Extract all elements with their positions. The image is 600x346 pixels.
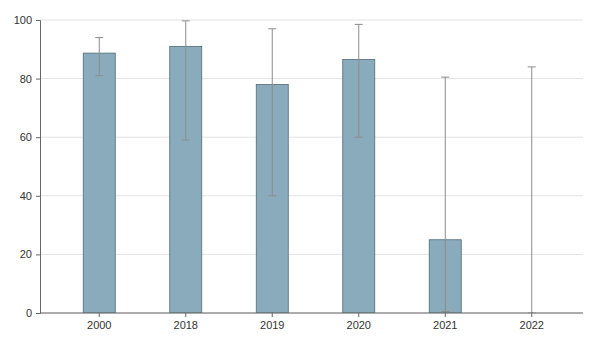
y-tick-label: 0 <box>26 307 32 319</box>
grid-line <box>40 20 583 21</box>
bar <box>83 53 115 313</box>
error-cap <box>355 137 363 138</box>
error-bar <box>268 29 276 196</box>
x-axis: 2000 2018 2019 2020 2021 2022 <box>40 313 583 331</box>
y-tick-mark <box>36 20 40 21</box>
error-line <box>445 77 446 311</box>
error-line <box>531 67 532 313</box>
x-tick-mark <box>272 313 273 317</box>
error-cap <box>95 75 103 76</box>
x-tick-mark <box>99 313 100 317</box>
y-tick-label: 60 <box>20 131 32 143</box>
error-cap <box>441 311 449 312</box>
y-tick: 0 <box>26 307 40 319</box>
error-line <box>272 29 273 196</box>
x-tick-label: 2022 <box>520 319 544 331</box>
chart: 0 20 40 60 80 100 2000 2018 2019 2020 2021 2022 <box>0 0 600 346</box>
x-tick-mark <box>531 313 532 317</box>
y-tick: 20 <box>20 248 40 260</box>
grid-line <box>40 195 583 196</box>
error-bar <box>528 67 536 313</box>
grid-line <box>40 313 583 314</box>
y-tick-mark <box>36 313 40 314</box>
error-bar <box>355 24 363 137</box>
grid-line <box>40 78 583 79</box>
x-tick: 2020 <box>347 313 371 331</box>
y-axis: 0 20 40 60 80 100 <box>14 14 41 319</box>
y-tick-mark <box>36 137 40 138</box>
error-cap <box>441 77 449 78</box>
x-tick: 2000 <box>87 313 111 331</box>
error-cap <box>182 140 190 141</box>
error-cap <box>528 66 536 67</box>
y-tick-mark <box>36 196 40 197</box>
error-bar <box>182 21 190 140</box>
x-tick: 2022 <box>520 313 544 331</box>
error-bar <box>95 38 103 76</box>
grid-line <box>40 137 583 138</box>
y-tick: 80 <box>20 73 40 85</box>
error-line <box>358 24 359 137</box>
plot-area <box>83 21 536 313</box>
x-tick-mark <box>358 313 359 317</box>
y-tick-label: 80 <box>20 73 32 85</box>
x-tick-label: 2018 <box>174 319 198 331</box>
y-tick-label: 100 <box>14 14 32 26</box>
x-tick: 2018 <box>174 313 198 331</box>
x-tick-mark <box>445 313 446 317</box>
grid-line <box>40 254 583 255</box>
y-tick-label: 40 <box>20 190 32 202</box>
x-tick-label: 2019 <box>260 319 284 331</box>
grid <box>40 20 583 313</box>
y-tick: 60 <box>20 131 40 143</box>
y-tick: 40 <box>20 190 40 202</box>
error-line <box>185 21 186 140</box>
y-axis-line <box>36 21 41 314</box>
y-tick-label: 20 <box>20 248 32 260</box>
error-cap <box>268 28 276 29</box>
x-tick-label: 2020 <box>347 319 371 331</box>
error-cap <box>268 195 276 196</box>
x-tick-label: 2021 <box>433 319 457 331</box>
error-line <box>99 38 100 76</box>
error-bar <box>441 77 449 311</box>
error-cap <box>182 20 190 21</box>
x-axis-line <box>40 313 583 314</box>
x-tick: 2019 <box>260 313 284 331</box>
x-tick-label: 2000 <box>87 319 111 331</box>
error-cap <box>95 37 103 38</box>
error-cap <box>355 24 363 25</box>
y-tick-mark <box>36 254 40 255</box>
x-tick-mark <box>185 313 186 317</box>
y-tick: 100 <box>14 14 40 26</box>
x-tick: 2021 <box>433 313 457 331</box>
y-tick-mark <box>36 79 40 80</box>
